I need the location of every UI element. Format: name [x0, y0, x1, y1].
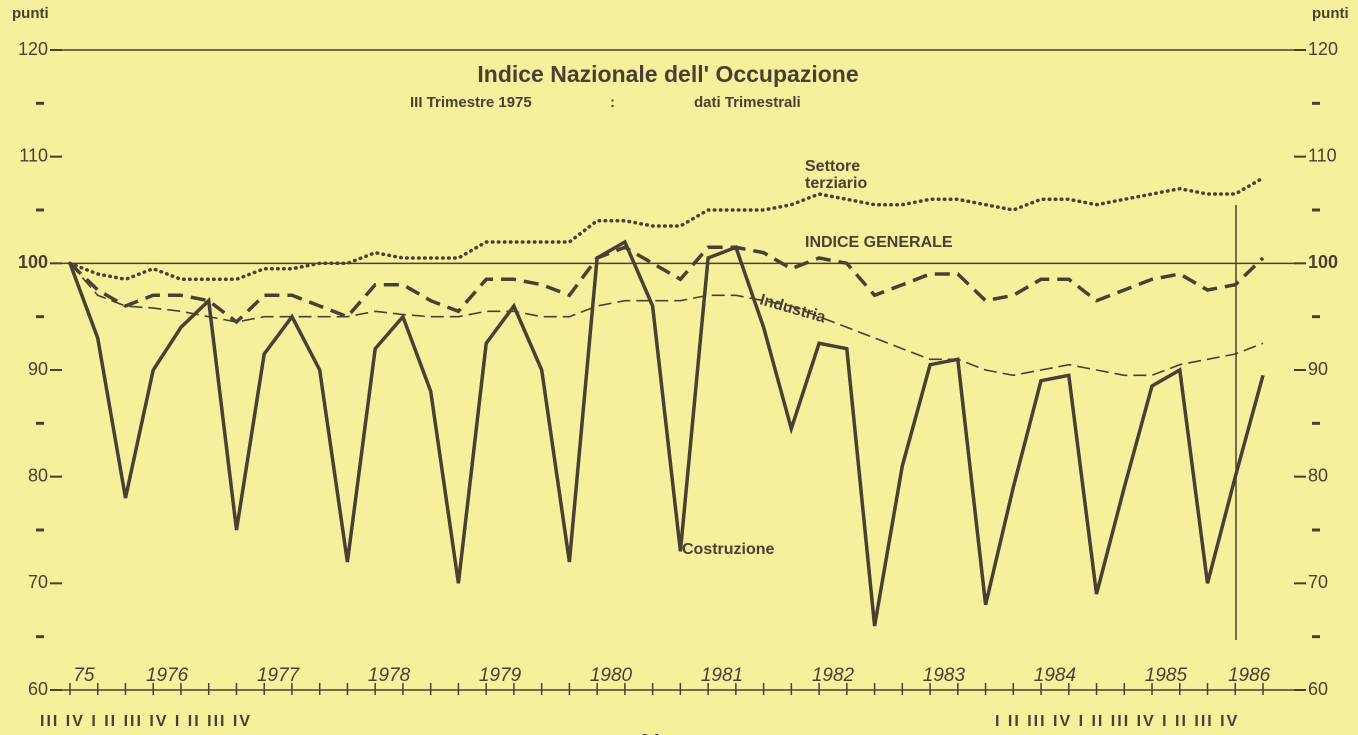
- x-tick-label: 1976: [146, 665, 189, 686]
- y-tick-label: 90: [1308, 359, 1328, 379]
- series-line: [69, 262, 1264, 377]
- x-tick-label: 1977: [257, 665, 301, 686]
- x-tick-label: 1982: [812, 665, 855, 686]
- quarter-labels: I II III IV I II III IV I II III IV: [995, 713, 1239, 730]
- series-label: terziario: [805, 175, 867, 192]
- y-tick-label: 70: [28, 572, 48, 592]
- x-tick-label: 1981: [701, 665, 743, 686]
- series-label: Costruzione: [682, 541, 775, 558]
- series-label: Settore: [805, 158, 860, 175]
- series-line: [68, 239, 1265, 627]
- y-tick-label: 80: [1308, 465, 1328, 485]
- y-tick-label: 120: [1308, 39, 1338, 59]
- x-tick-label: 1983: [923, 665, 966, 686]
- x-tick-label: 75: [73, 665, 95, 686]
- subtitle: :: [610, 94, 615, 111]
- x-tick-label: 1984: [1034, 665, 1076, 686]
- series-line: [68, 176, 1265, 282]
- y-tick-label: 110: [1308, 145, 1337, 165]
- chart-title: Indice Nazionale dell' Occupazione: [477, 61, 858, 87]
- x-tick-label: 1985: [1145, 665, 1188, 686]
- y-axis-label-left: punti: [12, 5, 49, 22]
- y-tick-label: 110: [19, 145, 48, 165]
- quarter-labels: III IV I II III IV I II III IV: [40, 713, 252, 730]
- x-tick-label: 1979: [479, 665, 522, 686]
- series-line: [68, 245, 1265, 325]
- subtitle: III Trimestre 1975: [410, 94, 532, 111]
- y-tick-label: 120: [18, 39, 48, 59]
- x-tick-label: 1986: [1228, 665, 1271, 686]
- y-tick-label: 60: [28, 679, 48, 699]
- x-tick-label: 1980: [590, 665, 633, 686]
- page-number: 94: [640, 731, 660, 735]
- series-label: INDICE GENERALE: [805, 234, 953, 251]
- y-tick-label: 70: [1308, 572, 1328, 592]
- subtitle: dati Trimestrali: [694, 94, 801, 111]
- y-tick-label: 60: [1308, 679, 1328, 699]
- y-tick-label: 100: [18, 252, 48, 272]
- y-axis-label-right: punti: [1312, 5, 1349, 22]
- y-tick-label: 90: [28, 359, 48, 379]
- x-tick-label: 1978: [368, 665, 411, 686]
- y-tick-label: 100: [1308, 252, 1338, 272]
- y-tick-label: 80: [28, 465, 48, 485]
